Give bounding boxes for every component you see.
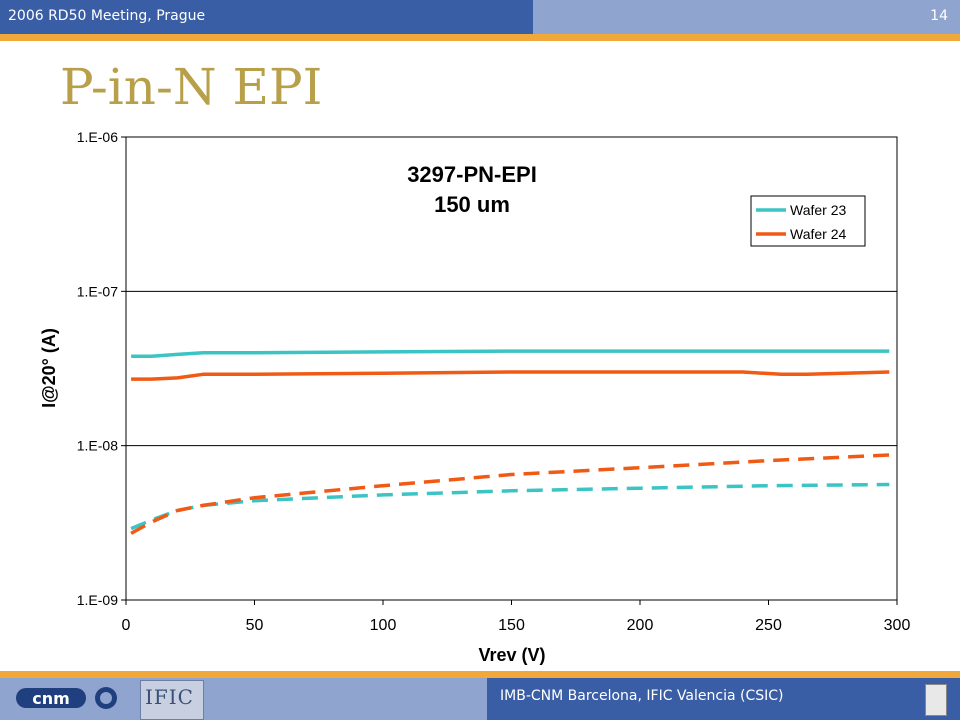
y-tick-label: 1.E-06	[77, 129, 118, 145]
y-axis-label: I@20° (A)	[39, 328, 59, 408]
y-tick-label: 1.E-09	[77, 592, 118, 608]
series-line-0	[131, 349, 890, 358]
ific-logo-text: IFIC	[145, 685, 194, 709]
series-line-1	[131, 370, 890, 381]
csic-logo	[925, 684, 947, 716]
header-accent-line	[0, 34, 960, 41]
x-tick-label: 250	[755, 617, 782, 634]
ific-logo: IFIC	[140, 680, 204, 720]
legend-entry: Wafer 23	[790, 202, 846, 218]
x-tick-label: 300	[884, 617, 911, 634]
x-tick-label: 100	[370, 617, 397, 634]
chart-title: 3297-PN-EPI	[407, 162, 537, 187]
footer-bar-dark	[487, 678, 960, 720]
x-tick-label: 150	[498, 617, 525, 634]
y-tick-label: 1.E-08	[77, 438, 118, 454]
series-line-3	[130, 453, 890, 535]
header-bar-dark	[0, 0, 533, 34]
chart-subtitle: 150 um	[434, 192, 510, 217]
footer-institutions: IMB-CNM Barcelona, IFIC Valencia (CSIC)	[500, 688, 784, 704]
x-tick-label: 0	[122, 617, 131, 634]
meeting-label: 2006 RD50 Meeting, Prague	[8, 8, 206, 24]
x-tick-label: 50	[246, 617, 264, 634]
slide-title: P-in-N EPI	[60, 58, 323, 116]
x-tick-label: 200	[627, 617, 654, 634]
legend-entry: Wafer 24	[790, 226, 846, 242]
page-number: 14	[930, 8, 948, 24]
x-axis-label: Vrev (V)	[478, 645, 545, 665]
iv-chart: 1.E-06 1.E-07 1.E-08 1.E-090 50 100 150 200 250 3…	[39, 129, 911, 665]
footer-accent-line	[0, 671, 960, 678]
y-tick-label: 1.E-07	[77, 283, 118, 299]
cnm-logo-text: cnm	[32, 689, 70, 708]
legend-box	[750, 195, 866, 247]
cnm-logo: cnm	[12, 682, 124, 714]
